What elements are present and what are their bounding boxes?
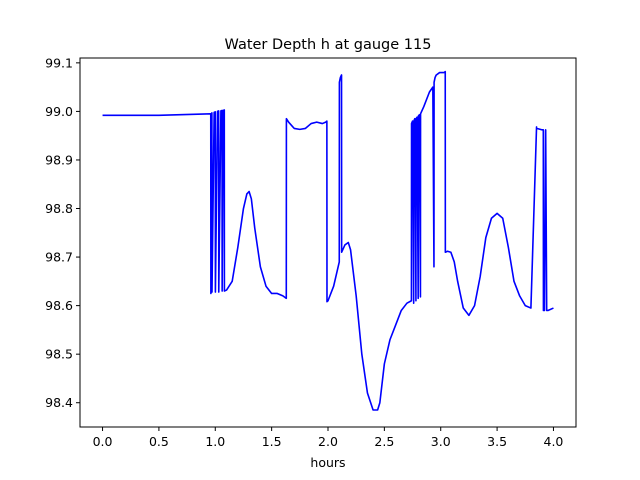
series-layer [102, 70, 554, 411]
y-tick-label: 98.5 [45, 347, 73, 362]
x-tick-label: 2.0 [318, 434, 338, 449]
x-tick-label: 3.5 [487, 434, 507, 449]
x-tick-label: 3.0 [431, 434, 451, 449]
y-tick-label: 98.4 [45, 395, 73, 410]
x-tick-label: 0.0 [93, 434, 113, 449]
x-axis-label: hours [310, 455, 345, 470]
y-tick-label: 98.9 [45, 152, 73, 167]
y-tick-label: 98.7 [45, 250, 73, 265]
plot-area-frame [79, 57, 577, 428]
series-line-0 [102, 70, 554, 411]
x-tick-label: 2.5 [374, 434, 394, 449]
y-tick-label: 98.6 [45, 298, 73, 313]
x-axis: 0.0 0.5 1.0 1.5 2.0 2.5 3.0 3.5 4.0 [93, 427, 564, 449]
x-tick-label: 4.0 [544, 434, 564, 449]
x-tick-label: 0.5 [149, 434, 169, 449]
y-tick-label: 98.8 [45, 201, 73, 216]
x-tick-label: 1.5 [262, 434, 282, 449]
chart-title: Water Depth h at gauge 115 [225, 37, 432, 53]
x-tick-label: 1.0 [205, 434, 225, 449]
y-tick-label: 99.1 [45, 55, 73, 70]
y-axis: 98.4 98.5 98.6 98.7 98.8 98.9 99.0 99.1 [45, 55, 80, 410]
y-tick-label: 99.0 [45, 104, 73, 119]
